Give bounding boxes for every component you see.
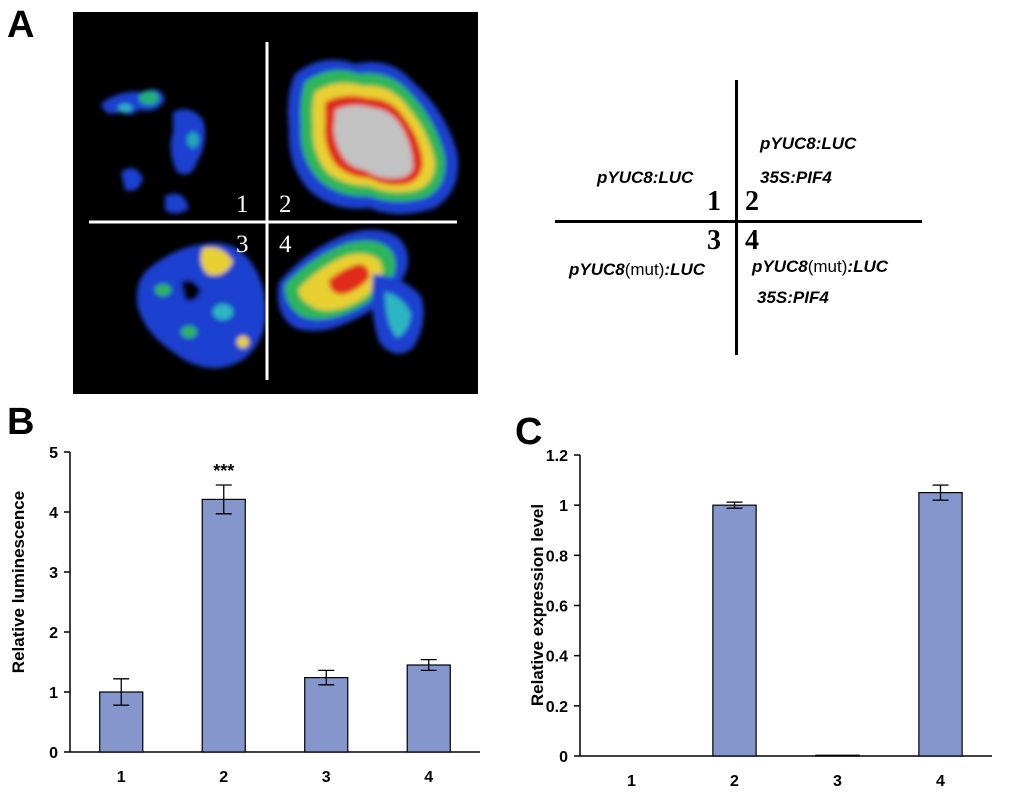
diagram-number-3: 3 <box>707 225 721 256</box>
chart-b-significance-label: *** <box>213 461 234 481</box>
quadrant-label-2: 2 <box>279 191 292 218</box>
chart-c-bar-2 <box>712 504 757 757</box>
leaf-3-signal <box>136 242 266 369</box>
construct-q4-promoter: pYUC8 <box>752 257 808 276</box>
construct-label-q1: pYUC8:LUC <box>597 168 694 187</box>
construct-diagram: pYUC8:LUC 1 pYUC8:LUC 35S:PIF4 2 3 pYUC8… <box>545 70 945 370</box>
chart-c-bar-4 <box>918 492 963 757</box>
diagram-number-4: 4 <box>745 225 759 256</box>
chart-c-y-tick-label: 0.6 <box>546 599 568 616</box>
chart-c-y-tick-label: 0.2 <box>546 699 568 716</box>
chart-c-x-tick-label: 3 <box>833 773 842 790</box>
chart-b-y-tick-label: 5 <box>49 445 58 462</box>
chart-b-x-tick-label: 1 <box>117 769 126 786</box>
chart-b-bar-2 <box>201 498 246 753</box>
construct-label-q4-line1: pYUC8(mut):LUC <box>752 257 888 277</box>
construct-q4-mut: (mut) <box>807 257 848 276</box>
leaf-4-signal <box>277 229 424 354</box>
panel-label-c: C <box>515 411 543 453</box>
chart-b-y-axis-title: Relative luminescence <box>9 490 28 674</box>
diagram-number-1: 1 <box>707 186 721 217</box>
chart-c-x-tick-label: 4 <box>936 773 945 790</box>
leaf-2-signal <box>287 59 459 214</box>
chart-c-x-tick-label: 1 <box>627 773 636 790</box>
chart-c-expression: 0 0.2 0.4 0.6 0.8 1 1.2 1 2 3 4 <box>546 448 992 790</box>
diagram-number-2: 2 <box>745 186 759 217</box>
luminescence-heatmap <box>89 42 459 380</box>
diagram-vertical-line <box>735 80 738 355</box>
diagram-horizontal-line <box>555 220 922 223</box>
chart-b-y-tick-label: 1 <box>49 685 58 702</box>
chart-b-x-tick-label: 3 <box>322 769 331 786</box>
panel-label-b: B <box>7 401 35 443</box>
quadrant-label-3: 3 <box>236 231 249 258</box>
chart-c-y-tick-label: 1 <box>559 498 568 515</box>
chart-b-y-tick-label: 4 <box>49 505 58 522</box>
quadrant-label-4: 4 <box>279 231 292 258</box>
panel-label-a: A <box>7 4 35 46</box>
chart-b-bar-3 <box>304 677 349 753</box>
construct-q3-mut: (mut) <box>624 260 665 279</box>
construct-label-q2-line2: 35S:PIF4 <box>760 168 832 187</box>
construct-label-q3: pYUC8(mut):LUC <box>569 260 705 280</box>
leaf-1-signal <box>101 89 205 214</box>
chart-c-y-tick-label: 0.4 <box>546 649 568 666</box>
chart-c-x-tick-label: 2 <box>730 773 739 790</box>
construct-label-q2-line1: pYUC8:LUC <box>760 134 857 153</box>
quadrant-label-1: 1 <box>236 191 249 218</box>
chart-b-y-tick-label: 2 <box>49 625 58 642</box>
construct-q4-reporter: :LUC <box>847 257 889 276</box>
chart-c-y-tick-label: 0 <box>559 749 568 766</box>
chart-b-luminescence: 0 1 2 3 4 5 1 *** 2 3 4 <box>49 445 480 786</box>
chart-c-bar-3 <box>815 754 860 757</box>
construct-q3-reporter: :LUC <box>664 260 706 279</box>
chart-b-x-tick-label: 4 <box>424 769 433 786</box>
construct-q3-promoter: pYUC8 <box>569 260 625 279</box>
chart-b-y-tick-label: 3 <box>49 565 58 582</box>
chart-b-bar-4 <box>406 664 451 753</box>
chart-b-x-tick-label: 2 <box>219 769 228 786</box>
chart-c-y-tick-label: 1.2 <box>546 448 568 465</box>
luminescence-image: 1 2 3 4 <box>73 12 478 394</box>
chart-c-y-tick-label: 0.8 <box>546 548 568 565</box>
chart-b-y-tick-label: 0 <box>49 745 58 762</box>
construct-label-q4-line2: 35S:PIF4 <box>757 288 829 307</box>
